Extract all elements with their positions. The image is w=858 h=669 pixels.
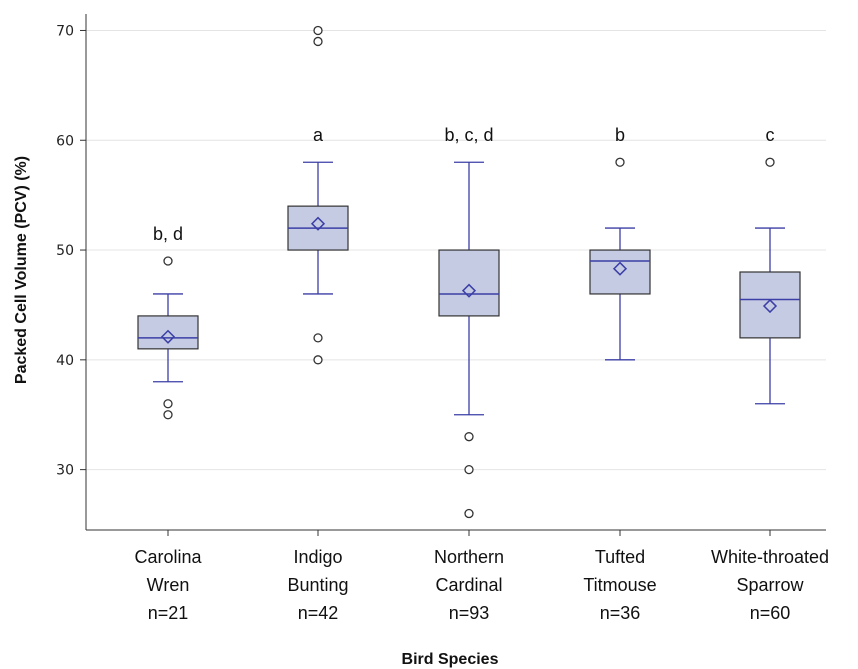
x-tick-label: Bunting	[287, 575, 348, 595]
mean-marker	[461, 283, 477, 298]
outlier-point	[163, 399, 173, 409]
box-plot-series: b, d a b, c, d b c	[137, 25, 801, 519]
x-tick-label: Titmouse	[583, 575, 656, 595]
x-tick-label: Cardinal	[435, 575, 502, 595]
x-tick-label: Indigo	[293, 547, 342, 567]
y-tick-label: 50	[56, 243, 74, 259]
outlier-point	[464, 464, 474, 475]
box-group: b, c, d	[438, 125, 500, 519]
box-group: b, d	[137, 224, 199, 420]
significance-letters: b	[615, 125, 625, 145]
outlier-point	[163, 410, 173, 420]
x-axis-title: Bird Species	[402, 651, 499, 668]
y-axis-ticks: 30 40 50 60 70	[56, 23, 86, 479]
significance-letters: b, c, d	[444, 125, 493, 145]
box	[739, 271, 801, 339]
outlier-point	[464, 508, 474, 519]
box	[137, 315, 199, 350]
significance-letters: b, d	[153, 224, 183, 244]
y-tick-label: 60	[56, 133, 74, 149]
x-tick-label: Wren	[147, 575, 190, 595]
mean-marker	[612, 261, 628, 276]
outlier-point	[615, 157, 625, 167]
outlier-point	[313, 333, 323, 343]
box-group: c	[739, 125, 801, 405]
axes	[85, 14, 826, 531]
significance-letters: a	[313, 125, 324, 145]
x-tick-label: Carolina	[134, 547, 202, 567]
y-axis-title: Packed Cell Volume (PCV) (%)	[13, 156, 30, 384]
y-tick-label: 40	[56, 353, 74, 369]
sample-size-label: n=42	[298, 603, 339, 623]
outlier-point	[765, 157, 775, 167]
box-group: b	[589, 125, 651, 361]
significance-letters: c	[766, 125, 775, 145]
mean-marker	[310, 216, 326, 231]
sample-size-label: n=93	[449, 603, 490, 623]
sample-size-label: n=36	[600, 603, 641, 623]
outlier-point	[163, 256, 173, 266]
x-axis-ticks: Carolina Wren n=21 Indigo Bunting n=42 Norther…	[134, 530, 829, 623]
outlier-point	[313, 25, 323, 36]
y-tick-label: 30	[56, 463, 74, 479]
mean-marker	[160, 329, 176, 344]
sample-size-label: n=21	[148, 603, 189, 623]
box	[589, 249, 651, 295]
mean-marker	[762, 298, 778, 314]
x-tick-label: Sparrow	[736, 575, 804, 595]
sample-size-label: n=60	[750, 603, 791, 623]
box	[438, 249, 500, 317]
outlier-point	[313, 355, 323, 365]
y-tick-label: 70	[56, 23, 74, 39]
x-tick-label: Northern	[434, 547, 504, 567]
outlier-point	[464, 432, 474, 442]
box-group: a	[287, 25, 349, 365]
outlier-point	[313, 36, 323, 47]
x-tick-label: White-throated	[711, 547, 829, 567]
x-tick-label: Tufted	[595, 547, 645, 567]
